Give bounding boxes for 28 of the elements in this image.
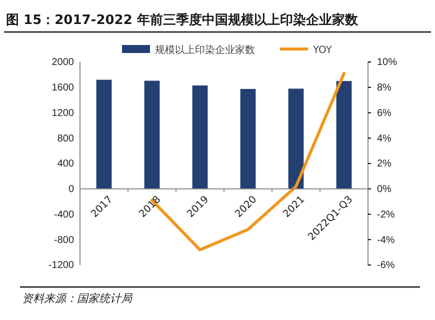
y2-tick-label: 4% <box>377 133 392 144</box>
legend-label: 规模以上印染企业家数 <box>155 44 255 56</box>
y2-tick-label: -2% <box>377 209 395 220</box>
y-tick-label: 2000 <box>52 57 74 68</box>
y-tick-label: 1600 <box>52 82 74 94</box>
y2-tick-label: -4% <box>377 234 395 246</box>
y2-tick-label: 8% <box>377 82 392 94</box>
y2-tick-label: 0% <box>377 184 392 196</box>
y-tick-label: -1200 <box>48 260 74 272</box>
chart-title: 图 15：2017-2022 年前三季度中国规模以上印染企业家数 <box>6 12 359 28</box>
bar <box>144 80 160 189</box>
text: 资料来源：国家统计局 <box>22 292 133 305</box>
y-tick-label: -400 <box>54 209 74 220</box>
y-tick-label: 1200 <box>52 108 74 119</box>
bar <box>240 88 256 189</box>
bar <box>96 80 112 189</box>
y-tick-label: 400 <box>57 158 74 170</box>
y-tick-label: 800 <box>57 133 74 144</box>
y2-tick-label: 10% <box>377 57 398 68</box>
y2-tick-label: 6% <box>377 108 392 119</box>
y2-tick-label: 2% <box>377 158 392 170</box>
y-tick-label: 0 <box>68 184 74 196</box>
y-tick-label: -800 <box>54 234 74 246</box>
bar <box>336 81 352 189</box>
bar <box>288 88 304 189</box>
y2-tick-label: -6% <box>377 260 395 272</box>
legend-label: YOY <box>312 45 333 56</box>
bar <box>192 85 208 189</box>
